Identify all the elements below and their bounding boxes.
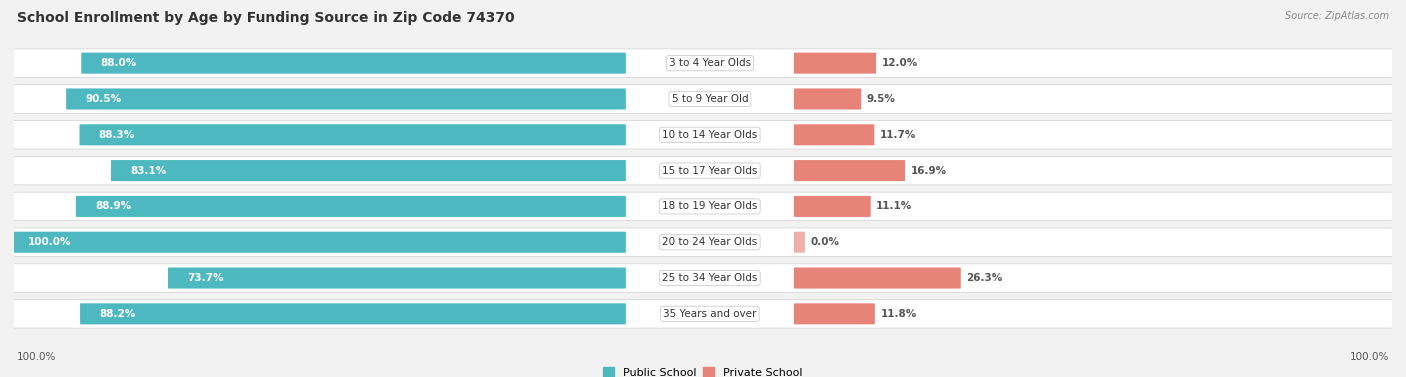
FancyBboxPatch shape	[10, 228, 1396, 256]
FancyBboxPatch shape	[10, 192, 1396, 221]
Text: 88.3%: 88.3%	[98, 130, 135, 140]
Text: 11.1%: 11.1%	[876, 201, 912, 211]
Text: 35 Years and over: 35 Years and over	[664, 309, 756, 319]
Text: 25 to 34 Year Olds: 25 to 34 Year Olds	[662, 273, 758, 283]
Text: 5 to 9 Year Old: 5 to 9 Year Old	[672, 94, 748, 104]
Text: 88.9%: 88.9%	[96, 201, 131, 211]
Text: 73.7%: 73.7%	[187, 273, 224, 283]
FancyBboxPatch shape	[80, 124, 626, 145]
FancyBboxPatch shape	[10, 300, 1396, 328]
FancyBboxPatch shape	[794, 53, 876, 74]
FancyBboxPatch shape	[794, 196, 870, 217]
Legend: Public School, Private School: Public School, Private School	[603, 367, 803, 377]
FancyBboxPatch shape	[80, 303, 626, 324]
FancyBboxPatch shape	[111, 160, 626, 181]
FancyBboxPatch shape	[82, 53, 626, 74]
Text: Source: ZipAtlas.com: Source: ZipAtlas.com	[1285, 11, 1389, 21]
Text: 83.1%: 83.1%	[131, 166, 166, 176]
FancyBboxPatch shape	[794, 160, 905, 181]
Text: 88.2%: 88.2%	[100, 309, 135, 319]
FancyBboxPatch shape	[10, 156, 1396, 185]
Text: 15 to 17 Year Olds: 15 to 17 Year Olds	[662, 166, 758, 176]
Text: 16.9%: 16.9%	[911, 166, 946, 176]
Text: 100.0%: 100.0%	[28, 237, 72, 247]
Text: 26.3%: 26.3%	[966, 273, 1002, 283]
Text: 88.0%: 88.0%	[101, 58, 136, 68]
FancyBboxPatch shape	[10, 49, 1396, 77]
Text: 12.0%: 12.0%	[882, 58, 918, 68]
FancyBboxPatch shape	[10, 85, 1396, 113]
Text: 18 to 19 Year Olds: 18 to 19 Year Olds	[662, 201, 758, 211]
Text: 20 to 24 Year Olds: 20 to 24 Year Olds	[662, 237, 758, 247]
Text: 3 to 4 Year Olds: 3 to 4 Year Olds	[669, 58, 751, 68]
FancyBboxPatch shape	[794, 124, 875, 145]
Text: 11.7%: 11.7%	[880, 130, 917, 140]
Text: School Enrollment by Age by Funding Source in Zip Code 74370: School Enrollment by Age by Funding Sour…	[17, 11, 515, 25]
FancyBboxPatch shape	[76, 196, 626, 217]
Text: 10 to 14 Year Olds: 10 to 14 Year Olds	[662, 130, 758, 140]
FancyBboxPatch shape	[794, 232, 806, 253]
FancyBboxPatch shape	[794, 89, 862, 109]
FancyBboxPatch shape	[10, 121, 1396, 149]
FancyBboxPatch shape	[66, 89, 626, 109]
FancyBboxPatch shape	[794, 303, 875, 324]
Text: 9.5%: 9.5%	[866, 94, 896, 104]
Text: 100.0%: 100.0%	[1350, 352, 1389, 362]
Text: 100.0%: 100.0%	[17, 352, 56, 362]
FancyBboxPatch shape	[10, 264, 1396, 292]
FancyBboxPatch shape	[167, 268, 626, 288]
Text: 11.8%: 11.8%	[880, 309, 917, 319]
Text: 90.5%: 90.5%	[86, 94, 121, 104]
FancyBboxPatch shape	[794, 268, 960, 288]
Text: 0.0%: 0.0%	[810, 237, 839, 247]
FancyBboxPatch shape	[8, 232, 626, 253]
